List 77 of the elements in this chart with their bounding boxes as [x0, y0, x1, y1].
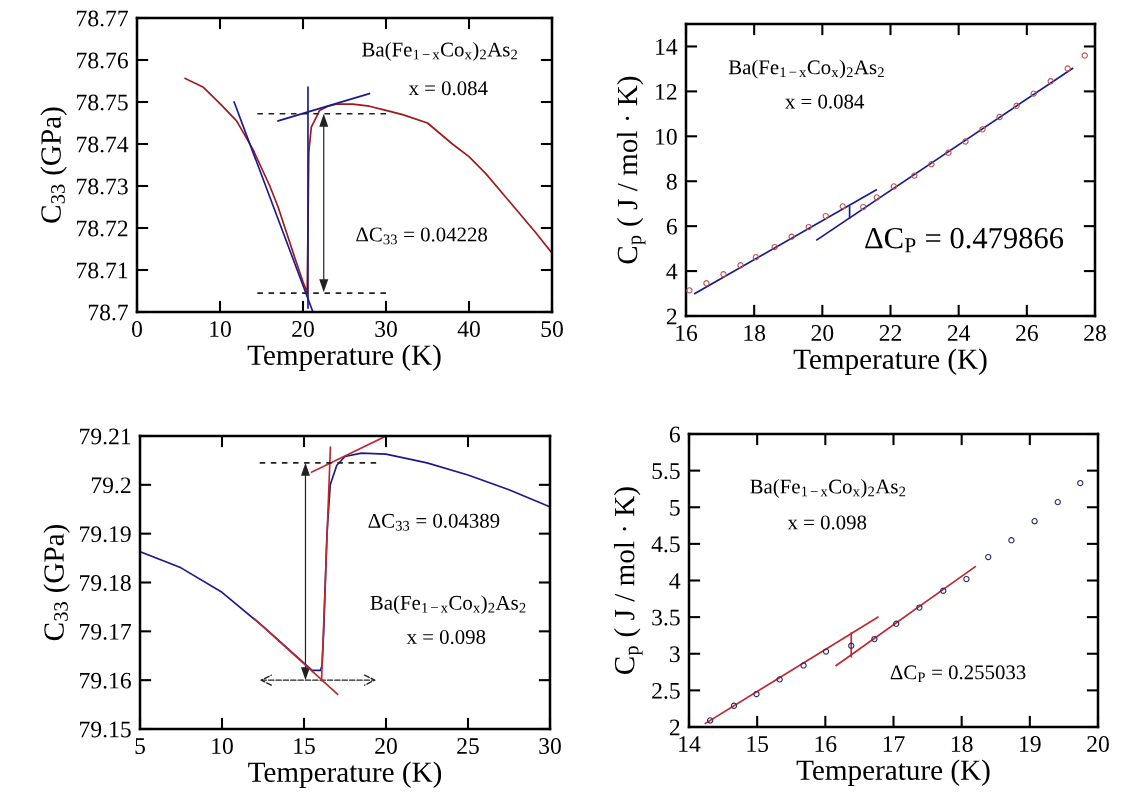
y-tick-label: 79.17 — [80, 623, 131, 640]
x-tick-label: 20 — [292, 321, 314, 337]
y-tick-label: 5 — [670, 499, 680, 516]
x-tick-label: 5 — [135, 738, 145, 754]
annotation: ΔC$_{P}$ = 0.255033 — [890, 665, 1026, 683]
y-tick-label: 6 — [666, 218, 677, 235]
y-tick-label: 79.15 — [80, 721, 131, 738]
x-tick-label: 10 — [210, 321, 231, 337]
y-tick-label: 78.77 — [77, 10, 128, 27]
y-tick-label: 6 — [669, 426, 680, 443]
x-tick-label: 50 — [541, 321, 563, 337]
x-tick-label: 20 — [811, 325, 834, 341]
y-tick-label: 2 — [669, 719, 680, 736]
annotation: Ba(Fe$_{1−x}$Co$_{x}$)$_{2}$As$_{2}$ — [750, 478, 906, 498]
y-axis-title: C$_{p}$ ( J / mol · K) — [616, 76, 646, 264]
annotation: Ba(Fe$_{1−x}$Co$_{x}$)$_{2}$As$_{2}$ — [728, 59, 884, 79]
y-axis-title: C$_{33}$ (GPa) — [43, 524, 70, 641]
x-axis-title: Temperature (K) — [248, 761, 442, 788]
annotation: x = 0.084 — [408, 81, 488, 96]
y-tick-label: 78.73 — [77, 178, 128, 195]
y-tick-label: 3.5 — [652, 609, 680, 626]
y-tick-label: 10 — [656, 128, 677, 145]
annotation: x = 0.098 — [787, 515, 867, 530]
y-tick-label: 12 — [656, 83, 677, 100]
y-tick-label: 4.5 — [651, 536, 680, 553]
annotation: ΔC$_{33}$ = 0.04389 — [368, 513, 500, 531]
x-tick-label: 17 — [883, 736, 905, 752]
y-tick-label: 79.21 — [80, 428, 131, 445]
x-tick-label: 10 — [212, 738, 233, 754]
y-tick-label: 78.71 — [77, 262, 128, 279]
x-axis-title: Temperature (K) — [796, 759, 990, 786]
x-tick-label: 18 — [744, 325, 766, 341]
x-tick-label: 22 — [879, 325, 901, 341]
x-axis-title: Temperature (K) — [793, 348, 987, 375]
y-tick-label: 8 — [666, 173, 677, 190]
y-tick-label: 78.74 — [77, 136, 129, 153]
y-tick-label: 4 — [666, 263, 678, 280]
x-tick-label: 15 — [294, 738, 315, 754]
y-tick-label: 2.5 — [652, 682, 680, 699]
annotation: ΔC$_{P}$ = 0.479866 — [865, 227, 1064, 253]
x-tick-label: 16 — [676, 325, 698, 341]
x-tick-label: 28 — [1084, 325, 1106, 341]
x-tick-label: 20 — [375, 738, 397, 754]
annotation: x = 0.098 — [406, 629, 486, 645]
annotation: ΔC$_{33}$ = 0.04228 — [356, 227, 488, 245]
y-tick-label: 14 — [656, 39, 678, 55]
y-tick-label: 5.5 — [652, 463, 680, 480]
annotation: x = 0.084 — [785, 94, 865, 109]
x-tick-label: 0 — [132, 321, 142, 337]
y-axis-title: C$_{p}$ ( J / mol · K) — [613, 487, 643, 675]
x-tick-label: 30 — [375, 321, 397, 337]
y-tick-label: 78.75 — [77, 94, 128, 111]
y-tick-label: 2 — [666, 308, 677, 325]
annotation: Ba(Fe$_{1−x}$Co$_{x}$)$_{2}$As$_{2}$ — [370, 595, 526, 615]
y-tick-label: 78.76 — [77, 52, 128, 69]
y-tick-label: 79.18 — [80, 574, 131, 592]
x-tick-label: 24 — [947, 325, 971, 341]
y-tick-label: 3 — [669, 646, 680, 663]
y-axis-title: C$_{33}$ (GPa) — [40, 107, 67, 223]
y-tick-label: 79.19 — [80, 526, 131, 543]
x-tick-label: 30 — [539, 738, 561, 754]
x-tick-label: 14 — [679, 736, 701, 752]
y-tick-label: 4 — [669, 573, 681, 589]
x-tick-label: 40 — [457, 321, 480, 337]
y-tick-label: 78.7 — [88, 304, 128, 321]
annotation: Ba(Fe$_{1−x}$Co$_{x}$)$_{2}$As$_{2}$ — [362, 41, 518, 61]
x-tick-label: 25 — [457, 738, 479, 754]
x-tick-label: 16 — [815, 736, 837, 752]
x-tick-label: 19 — [1020, 736, 1041, 752]
y-tick-label: 78.72 — [77, 220, 128, 237]
y-tick-label: 79.16 — [80, 672, 131, 689]
x-tick-label: 20 — [1087, 736, 1109, 752]
x-axis-title: Temperature (K) — [247, 344, 441, 371]
y-tick-label: 79.2 — [91, 477, 131, 494]
x-tick-label: 15 — [747, 736, 769, 752]
x-tick-label: 26 — [1016, 325, 1038, 341]
x-tick-label: 18 — [951, 736, 973, 752]
